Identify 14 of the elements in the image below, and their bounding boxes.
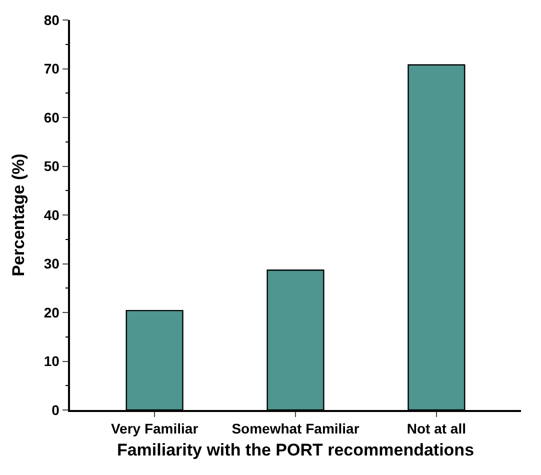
y-tick-label: 60 <box>44 109 60 126</box>
x-tick-label: Very Familiar <box>110 420 199 437</box>
y-tick-label: 30 <box>44 256 60 272</box>
y-axis-title: Percentage (%) <box>8 154 28 276</box>
y-tick-label: 40 <box>44 206 60 223</box>
x-tick-label: Not at all <box>406 420 466 437</box>
y-tick-label: 0 <box>52 402 60 418</box>
y-tick-label: 50 <box>44 158 60 174</box>
y-tick-label: 20 <box>44 304 60 320</box>
y-tick-label: 70 <box>44 60 60 77</box>
y-tick-label: 80 <box>44 12 60 28</box>
x-tick-label: Somewhat Familiar <box>232 420 360 437</box>
x-axis-title: Familiarity with the PORT recommendations <box>116 440 474 460</box>
y-tick-label: 10 <box>44 353 60 370</box>
